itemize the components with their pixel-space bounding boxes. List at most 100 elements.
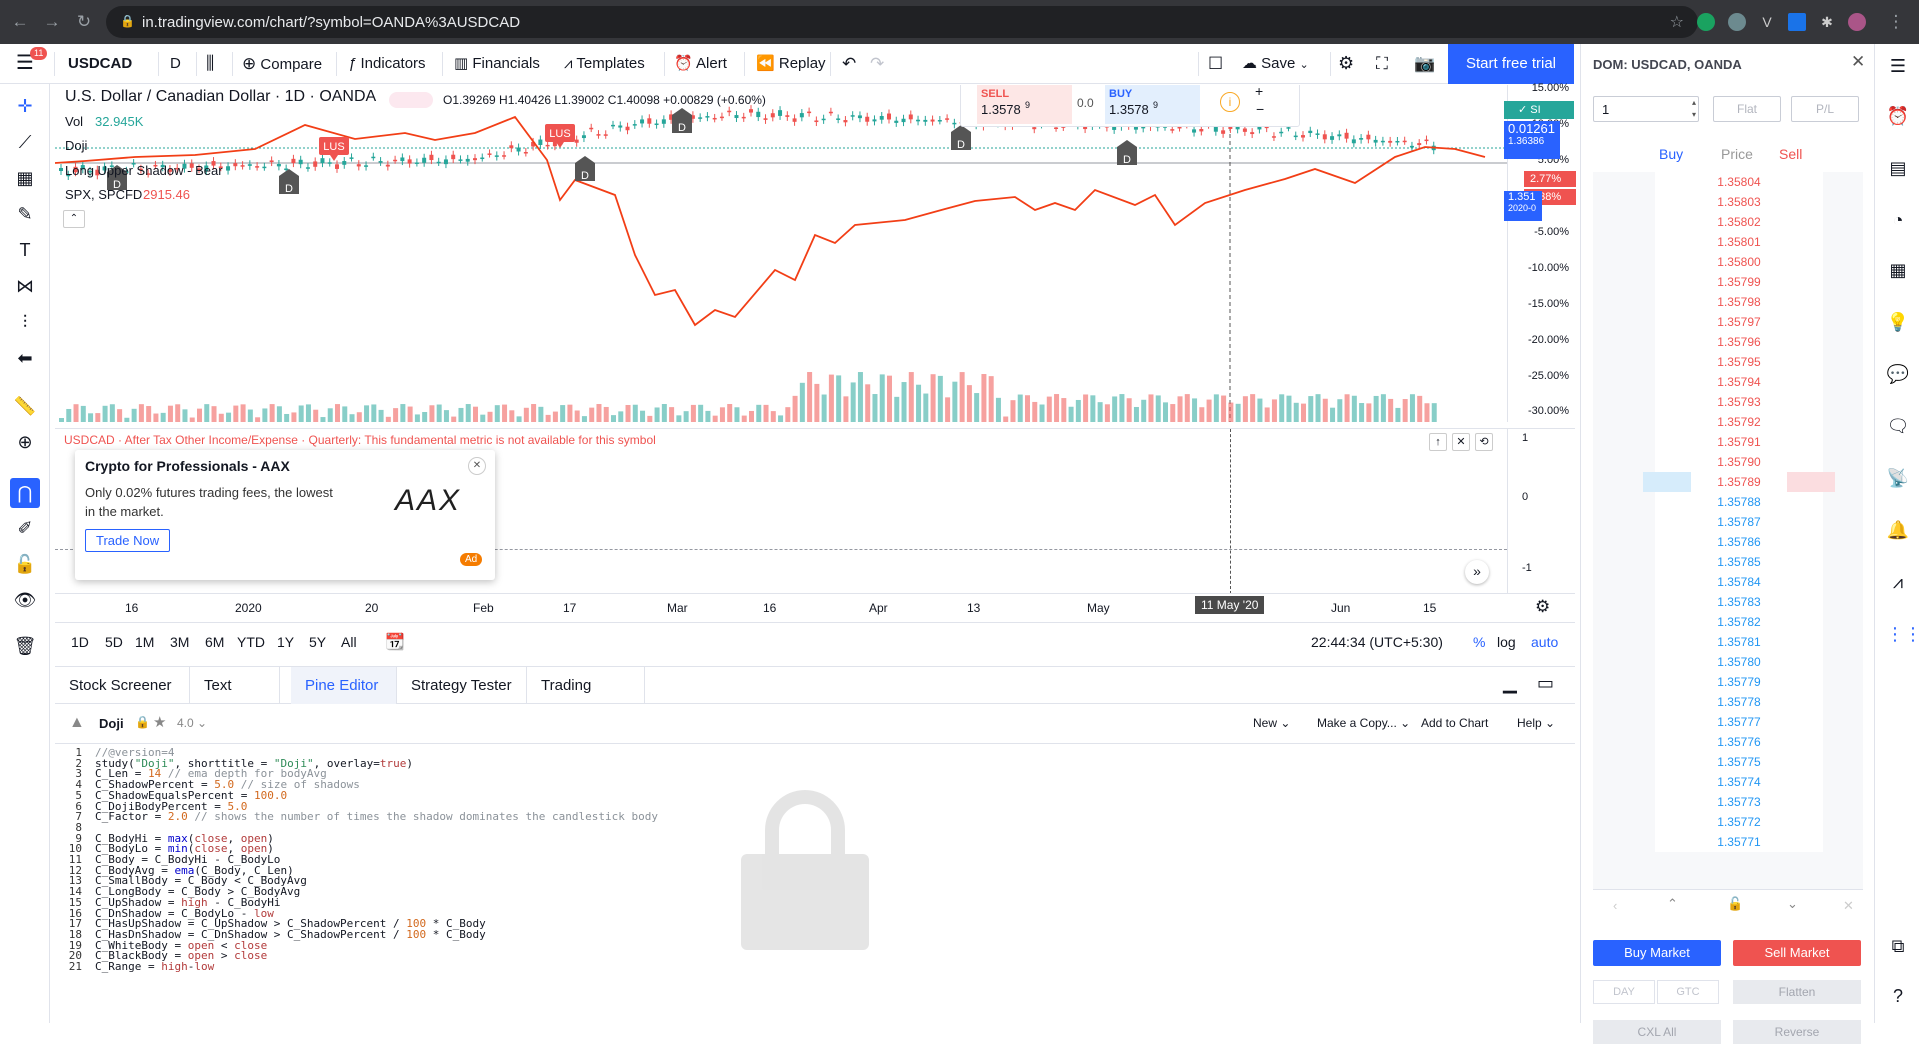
dom-price-row[interactable]: 1.35788 [1655,492,1823,512]
dom-price-row[interactable]: 1.35800 [1655,252,1823,272]
dom-price-row[interactable]: 1.35802 [1655,212,1823,232]
chevron-up-icon[interactable]: ⌃ [1667,896,1678,911]
price-scale[interactable]: 15.00%10.00%5.00%-5.00%-10.00%-15.00%-20… [1504,82,1576,422]
dom-price-row[interactable]: 1.35778 [1655,692,1823,712]
chart-type-icon[interactable]: ⫼ [206,53,215,73]
best-ask-cell[interactable] [1787,472,1835,492]
lock-drawings-icon[interactable]: 🔓 [13,554,37,574]
study-doji[interactable]: Doji [65,138,88,153]
code-line[interactable]: 15 C_UpShadow = high - C_BodyHi [55,896,281,909]
scroll-left-icon[interactable]: ‹ [1613,898,1618,913]
url-text[interactable]: in.tradingview.com/chart/?symbol=OANDA%3… [142,14,521,31]
scroll-right-icon[interactable]: » [1465,560,1489,584]
auto-toggle[interactable]: auto [1531,634,1559,650]
save-button[interactable]: ☁ Save ⌄ [1242,44,1309,83]
dom-price-row[interactable]: 1.35804 [1655,172,1823,192]
code-line[interactable]: 8 [55,821,95,834]
alarm-clock-icon[interactable]: ⏰ [1886,106,1910,126]
layout-icon[interactable]: ☐ [1208,54,1224,73]
extension-blue-icon[interactable] [1788,13,1806,31]
code-line[interactable]: 21 C_Range = high-low [55,960,214,973]
sell-button[interactable]: SELL 1.3578 9 [977,85,1072,124]
tab-text-notes[interactable]: Text Notes [190,667,280,731]
gtc-button[interactable]: GTC [1657,980,1719,1004]
range-button-5y[interactable]: 5Y [309,634,327,650]
dom-price-row[interactable]: 1.35789 [1655,472,1823,492]
pl-button[interactable]: P/L [1791,96,1859,122]
dom-price-row[interactable]: 1.35798 [1655,292,1823,312]
crosshair-icon[interactable]: ✛ [17,96,33,116]
layers-icon[interactable]: ⧉ [1891,936,1905,956]
add-to-chart-button[interactable]: Add to Chart [1421,716,1489,730]
messages-icon[interactable]: 🗨 [1886,416,1910,436]
maximize-pane-icon[interactable]: ⟲ [1475,433,1493,451]
chat-icon[interactable]: 💬 [1886,364,1910,384]
start-free-trial-button[interactable]: Start free trial [1448,44,1574,84]
compare-button[interactable]: ⊕ Compare [242,44,322,83]
code-line[interactable]: 10 C_BodyLo = min(close, open) [55,842,274,855]
dom-price-row[interactable]: 1.35792 [1655,412,1823,432]
goto-date-icon[interactable]: 📆 [385,634,405,651]
quantity-input[interactable]: 1 ▴ ▾ [1593,96,1699,122]
dom-price-row[interactable]: 1.35794 [1655,372,1823,392]
flat-button[interactable]: Flat [1713,96,1781,122]
dom-price-row[interactable]: 1.35777 [1655,712,1823,732]
code-line[interactable]: 5 C_ShadowEqualsPercent = 100.0 [55,789,287,802]
compare-symbol[interactable]: SPX, SPCFD [65,187,143,202]
pencil-lock-icon[interactable]: ✐ [17,518,33,538]
notifications-bell-icon[interactable]: 🔔 [1886,520,1910,540]
day-button[interactable]: DAY [1593,980,1655,1004]
code-line[interactable]: 13 C_SmallBody = C_Body < C_BodyAvg [55,874,307,887]
code-line[interactable]: 2 study("Doji", shorttitle = "Doji", over… [55,757,413,770]
code-line[interactable]: 7 C_Factor = 2.0 // shows the number of t… [55,810,658,823]
code-line[interactable]: 17 C_HasUpShadow = C_UpShadow > C_ShadowP… [55,917,486,930]
close-pane-icon[interactable]: ✕ [1452,433,1470,451]
move-up-icon[interactable]: ↑ [1429,433,1447,451]
range-button-6m[interactable]: 6M [205,634,225,650]
symbol-search[interactable]: USDCAD [68,55,133,72]
dom-price-row[interactable]: 1.35774 [1655,772,1823,792]
dom-icon[interactable]: ⋮⋮ [1886,624,1919,644]
undo-icon[interactable]: ↶ [842,54,857,73]
stepper-icon[interactable]: ▴ ▾ [1691,98,1696,119]
close-icon[interactable]: ✕ [1851,52,1866,71]
hotlist-icon[interactable]: ◔ [1892,210,1904,230]
address-bar[interactable]: 🔒 in.tradingview.com/chart/?symbol=OANDA… [106,6,1698,38]
make-copy-button[interactable]: Make a Copy... ⌄ [1317,716,1411,730]
code-line[interactable]: 18 C_HasDnShadow = C_DnShadow > C_ShadowP… [55,928,486,941]
back-icon[interactable]: ← [11,12,29,31]
dom-price-row[interactable]: 1.35785 [1655,552,1823,572]
range-button-3m[interactable]: 3M [170,634,190,650]
star-icon[interactable]: ☆ [1669,14,1684,31]
log-toggle[interactable]: log [1497,634,1516,650]
dom-price-row[interactable]: 1.35775 [1655,752,1823,772]
cxl-all-button[interactable]: CXL All [1593,1020,1721,1044]
dom-price-row[interactable]: 1.35790 [1655,452,1823,472]
menu-icon[interactable]: ⋮ [1887,12,1905,31]
tab-trading-panel[interactable]: Trading Panel [527,667,645,731]
forward-icon[interactable]: → [43,12,61,31]
dom-price-row[interactable]: 1.35782 [1655,612,1823,632]
puzzle-icon[interactable]: ✱ [1821,14,1833,30]
trendline-icon[interactable]: ⟋ [18,132,32,152]
dom-price-row[interactable]: 1.35771 [1655,832,1823,852]
range-button-1d[interactable]: 1D [71,634,89,650]
ruler-icon[interactable]: 📏 [13,396,37,416]
zoom-icon[interactable]: ⊕ [17,432,33,452]
trash-icon[interactable]: 🗑 [13,636,37,656]
range-button-5d[interactable]: 5D [105,634,123,650]
dom-price-row[interactable]: 1.35783 [1655,592,1823,612]
dom-price-row[interactable]: 1.35784 [1655,572,1823,592]
arrow-back-icon[interactable]: ⬅ [17,348,33,368]
dom-price-row[interactable]: 1.35776 [1655,732,1823,752]
close-small-icon[interactable]: ✕ [1843,898,1854,913]
dom-price-row[interactable]: 1.35772 [1655,812,1823,832]
forecast-icon[interactable]: ⫶ [22,312,28,332]
dom-price-row[interactable]: 1.35787 [1655,512,1823,532]
range-button-all[interactable]: All [341,634,357,650]
code-line[interactable]: 16 C_DnShadow = C_BodyLo - low [55,907,274,920]
brush-icon[interactable]: ✎ [17,204,33,224]
dom-price-row[interactable]: 1.35797 [1655,312,1823,332]
best-bid-cell[interactable] [1643,472,1691,492]
range-button-1y[interactable]: 1Y [277,634,295,650]
